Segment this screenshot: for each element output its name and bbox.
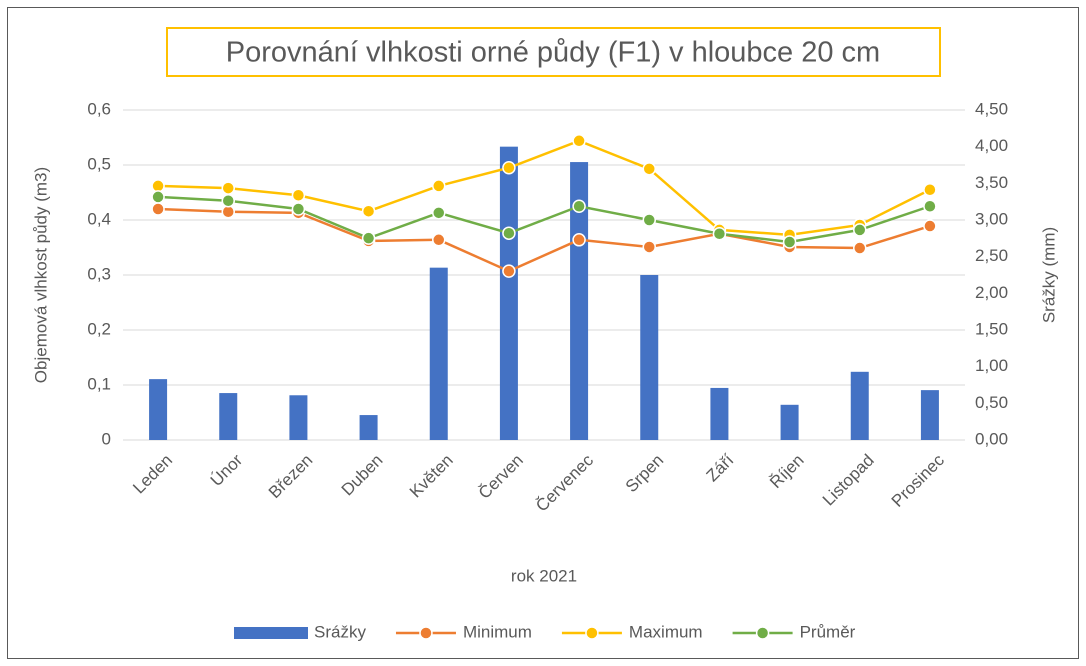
bar [149,379,168,440]
marker [572,233,586,247]
marker [221,205,235,219]
bar [289,395,308,440]
marker [151,179,165,193]
marker [221,181,235,195]
y2-tick-label: 2,00 [975,283,1008,302]
bar [710,387,729,440]
y2-tick-label: 2,50 [975,246,1008,265]
legend-marker [585,626,599,640]
y2-tick-label: 3,00 [975,209,1008,228]
y-tick-label: 0,5 [87,154,111,173]
marker [642,213,656,227]
chart-border [7,7,1079,659]
marker [432,233,446,247]
legend-label: Minimum [463,622,532,641]
marker [432,206,446,220]
marker [853,223,867,237]
bar [780,404,799,440]
marker [782,235,797,249]
marker [923,183,937,197]
y2-tick-label: 4,00 [975,136,1008,155]
y-tick-label: 0 [102,429,111,448]
legend-swatch [234,627,308,639]
bar [920,390,939,440]
y-tick-label: 0,3 [87,264,111,283]
y2-tick-label: 1,50 [975,319,1008,338]
bar [570,162,589,441]
bar [429,267,448,440]
bar [359,415,378,440]
marker [572,134,586,148]
title-box [166,27,941,77]
y-tick-label: 0,4 [87,209,111,228]
y-tick-label: 0,2 [87,319,111,338]
y2-tick-label: 3,50 [975,173,1008,192]
y2-tick-label: 0,00 [975,429,1008,448]
marker [642,162,656,176]
legend-label: Průměr [800,622,856,641]
legend-marker [419,626,433,640]
legend-label: Srážky [314,622,366,641]
marker [291,202,306,216]
marker [502,226,516,240]
line [158,195,931,244]
y2-axis-title: Srážky (mm) [1039,227,1058,323]
y-tick-label: 0,6 [87,99,111,118]
bar [499,146,518,440]
y2-tick-label: 0,50 [975,393,1008,412]
marker [361,204,376,218]
marker [712,227,727,241]
y-axis-title: Objemová vlhkost půdy (m3) [31,167,50,383]
y2-tick-label: 4,50 [975,99,1008,118]
marker [923,199,937,213]
chart-title: Porovnání vlhkosti orné půdy (F1) v hlou… [226,37,880,69]
legend-marker [755,626,770,640]
marker [642,240,656,254]
marker [432,179,446,193]
marker [291,188,306,202]
marker [502,161,516,175]
marker [151,190,165,204]
marker [151,202,165,216]
line [158,207,931,273]
marker [923,219,937,233]
marker [361,231,376,245]
marker [221,194,235,208]
marker [502,264,516,278]
marker [853,241,867,255]
bar [850,371,869,440]
legend-label: Maximum [629,622,703,641]
marker [572,199,586,213]
y-tick-label: 0,1 [87,374,111,393]
line [158,139,931,237]
x-axis-title: rok 2021 [511,566,577,585]
y2-tick-label: 1,00 [975,356,1008,375]
bar [640,275,659,440]
bar [219,393,238,440]
